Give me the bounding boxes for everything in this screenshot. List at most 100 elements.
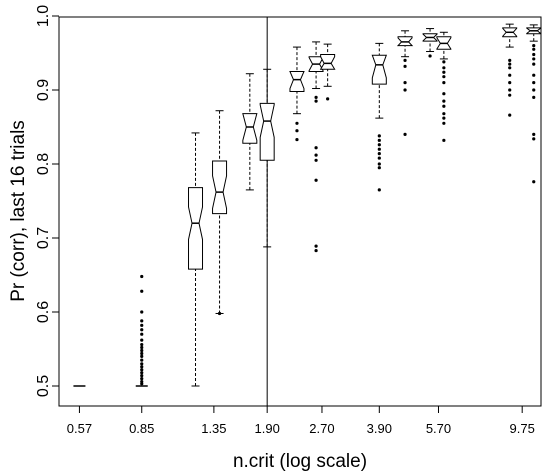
x-tick-label: 5.70 — [426, 421, 451, 436]
outlier-point — [377, 156, 381, 160]
outlier-point — [532, 180, 536, 184]
outlier-point — [532, 88, 536, 92]
outlier-point — [508, 73, 512, 77]
outlier-point — [295, 129, 299, 133]
x-tick-label: 0.85 — [129, 421, 154, 436]
outlier-point — [377, 166, 381, 170]
outlier-point — [377, 134, 381, 138]
y-axis-title: Pr (corr), last 16 trials — [8, 120, 29, 302]
outlier-point — [377, 152, 381, 156]
box-plot — [289, 46, 305, 142]
outlier-point — [442, 121, 446, 125]
outlier-point — [314, 153, 318, 157]
y-tick-label: 1.0 — [35, 5, 52, 27]
box-plot — [526, 24, 542, 184]
outlier-point — [140, 328, 144, 332]
outlier-point — [314, 158, 318, 162]
outlier-point — [140, 332, 144, 336]
outlier-point — [140, 345, 144, 350]
box-body — [259, 102, 275, 161]
outlier-point — [403, 88, 407, 92]
box-body — [212, 160, 228, 215]
outlier-point — [532, 52, 536, 57]
outlier-point — [314, 99, 318, 103]
box-body — [371, 54, 388, 85]
outlier-point — [508, 81, 512, 85]
outlier-point — [403, 58, 407, 63]
outlier-point — [403, 81, 407, 85]
y-tick-label: 0.5 — [35, 375, 52, 397]
y-axis: 0.5 0.6 0.7 0.8 0.9 1.0 — [35, 5, 59, 397]
outlier-point — [314, 146, 318, 150]
outlier-point — [314, 248, 318, 253]
outlier-point — [140, 354, 144, 358]
outlier-point — [442, 92, 446, 96]
outlier-point — [403, 64, 407, 68]
outlier-point — [508, 62, 512, 66]
outlier-point — [140, 379, 144, 384]
plot-frame — [58, 16, 542, 407]
x-tick-label: 0.57 — [67, 421, 92, 436]
outlier-point — [508, 113, 512, 117]
outlier-point — [442, 116, 446, 120]
outlier-point — [314, 178, 318, 182]
outlier-point — [140, 365, 144, 369]
box-body — [289, 71, 305, 92]
outlier-point — [377, 147, 381, 151]
box-plot — [436, 31, 452, 142]
outlier-point — [295, 137, 299, 142]
box-plot — [502, 23, 518, 117]
outlier-point — [508, 58, 512, 63]
y-tick-label: 0.6 — [35, 301, 52, 323]
outlier-point — [442, 75, 446, 79]
outlier-point — [377, 162, 381, 166]
outlier-point — [508, 93, 512, 97]
outlier-point — [140, 368, 144, 372]
outlier-point — [314, 95, 318, 99]
box-plot — [371, 42, 388, 192]
outlier-point — [532, 57, 536, 61]
x-tick-label: 3.90 — [367, 421, 392, 436]
box-plot — [259, 68, 275, 248]
x-tick-label: 1.90 — [255, 421, 280, 436]
outlier-point — [326, 97, 330, 101]
box-body — [319, 53, 336, 70]
x-axis: 0.57 0.85 1.35 1.90 2.70 3.90 5.70 9.75 — [67, 406, 535, 436]
box-body — [188, 187, 204, 270]
box-plot — [308, 41, 324, 253]
outlier-point — [532, 95, 536, 99]
x-tick-label: 9.75 — [510, 421, 535, 436]
outlier-point — [508, 66, 512, 70]
outlier-point — [442, 138, 446, 142]
box-plot — [212, 110, 228, 316]
box-plot — [188, 132, 204, 387]
outlier-point — [442, 104, 446, 108]
outlier-point — [140, 377, 144, 381]
outlier-point — [217, 311, 222, 316]
outlier-point — [532, 137, 536, 141]
box-plot — [422, 28, 438, 58]
outlier-point — [442, 99, 446, 103]
outlier-point — [377, 138, 381, 142]
box-plot — [319, 43, 336, 101]
outlier-point — [428, 54, 432, 58]
outlier-point — [140, 323, 144, 327]
outlier-point — [140, 382, 144, 386]
outlier-point — [442, 112, 446, 116]
outlier-point — [140, 274, 144, 279]
outlier-point — [140, 374, 144, 378]
outlier-point — [532, 44, 536, 48]
outlier-point — [442, 66, 446, 70]
y-tick-label: 0.7 — [35, 227, 52, 249]
box-plot — [396, 30, 414, 136]
outlier-point — [442, 81, 446, 85]
outlier-point — [532, 73, 536, 77]
box-body — [242, 113, 258, 144]
box-plot — [242, 73, 258, 191]
outlier-point — [508, 88, 512, 92]
outlier-point — [377, 143, 381, 147]
outlier-point — [314, 244, 318, 248]
outlier-point — [532, 62, 536, 66]
outlier-point — [140, 338, 144, 342]
